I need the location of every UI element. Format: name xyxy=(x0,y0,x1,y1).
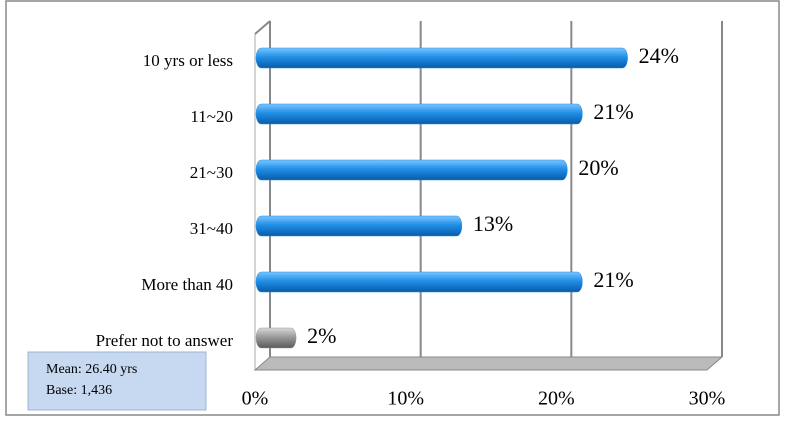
data-label: 20% xyxy=(578,155,618,180)
data-label: 21% xyxy=(593,99,633,124)
annotation: Base: 1,436 xyxy=(46,383,112,398)
x-tick-label: 30% xyxy=(689,388,726,410)
x-tick-label: 10% xyxy=(387,388,424,410)
y-tick-label: Prefer not to answer xyxy=(96,331,234,350)
y-tick-label: 10 yrs or less xyxy=(143,51,233,70)
x-tick-label: 0% xyxy=(242,388,269,410)
y-tick-label: 11~20 xyxy=(190,107,233,126)
bar xyxy=(255,47,628,69)
x-tick-label: 20% xyxy=(538,388,575,410)
data-label: 2% xyxy=(307,323,336,348)
bar xyxy=(255,103,583,125)
bar xyxy=(255,215,463,237)
annotation-box xyxy=(27,351,207,411)
floor xyxy=(253,356,724,371)
y-tick-label: 21~30 xyxy=(190,163,233,182)
bar xyxy=(255,327,297,349)
back-wall xyxy=(254,20,271,357)
bar xyxy=(255,271,583,293)
data-label: 21% xyxy=(593,267,633,292)
chart-border xyxy=(5,0,780,416)
data-label: 24% xyxy=(639,43,679,68)
annotation: Mean: 26.40 yrs xyxy=(46,362,137,377)
data-label: 13% xyxy=(473,211,513,236)
y-tick-label: More than 40 xyxy=(141,275,233,294)
bar xyxy=(255,159,568,181)
y-tick-label: 31~40 xyxy=(190,219,233,238)
